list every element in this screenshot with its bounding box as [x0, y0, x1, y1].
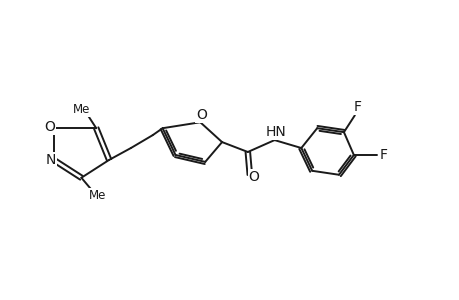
Text: N: N [45, 153, 56, 167]
Text: Me: Me [89, 188, 106, 202]
Text: O: O [196, 108, 206, 122]
Text: F: F [379, 148, 387, 162]
Text: O: O [44, 120, 55, 134]
Text: HN: HN [265, 125, 285, 139]
Text: O: O [248, 170, 259, 184]
Text: Me: Me [73, 103, 90, 116]
Text: F: F [353, 100, 361, 114]
